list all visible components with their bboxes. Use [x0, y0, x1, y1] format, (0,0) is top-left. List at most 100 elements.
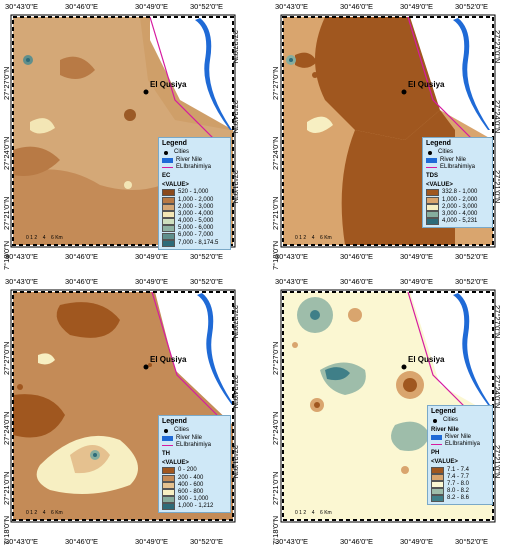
legend-class-label: 200 - 400	[178, 474, 204, 481]
coord-y: 27°27'0"N	[231, 305, 240, 339]
legend-swatch	[162, 488, 175, 496]
legend-class-label: 7.4 - 7.7	[447, 473, 470, 480]
coord-x: 30°46'0"E	[65, 252, 98, 261]
legend-class-th: 400 - 600	[162, 482, 227, 489]
coord-y: 7°18'0"N	[271, 515, 280, 545]
legend: Legend Cities River Nile ELIbrahimiya TD…	[422, 137, 493, 229]
legend-class-label: 2,000 - 3,000	[442, 203, 478, 210]
legend-swatch	[162, 503, 175, 511]
coord-y: 27°21'0"N	[271, 471, 280, 505]
coord-x: 30°52'0"E	[455, 537, 488, 546]
legend-class-label: 7.7 - 8.0	[447, 480, 470, 487]
city-label: El Qusiya	[150, 355, 187, 364]
legend-class-label: 520 - 1,000	[178, 189, 209, 196]
coord-x: 30°49'0"E	[135, 2, 168, 11]
coord-x: 30°43'0"E	[275, 537, 308, 546]
legend-class-ph: 8.2 - 8.6	[431, 495, 489, 503]
legend-swatch	[426, 210, 439, 218]
legend-swatch	[162, 189, 175, 197]
coord-y: 27°27'0"N	[271, 341, 280, 375]
coord-y: 27°27'0"N	[493, 305, 502, 339]
coord-y: 27°21'0"N	[493, 445, 502, 479]
legend-swatch	[162, 474, 175, 482]
legend-swatch	[431, 495, 444, 503]
coord-x: 30°43'0"E	[5, 252, 38, 261]
legend-swatch	[426, 196, 439, 204]
coord-x: 30°49'0"E	[400, 252, 433, 261]
coord-x: 30°43'0"E	[5, 2, 38, 11]
legend-title: Legend	[162, 140, 187, 147]
city-dot-ec	[143, 89, 149, 95]
map-panel-ph: El Qusiya 30°43'0"E 30°46'0"E 30°49'0"E …	[255, 275, 510, 550]
coord-y: 27°21'0"N	[493, 170, 502, 204]
legend-class-tds: 332.8 - 1,000	[426, 189, 489, 197]
coord-x: 30°52'0"E	[455, 2, 488, 11]
coord-x: 30°52'0"E	[190, 2, 223, 11]
coord-x: 30°49'0"E	[135, 537, 168, 546]
legend-title: Legend	[431, 408, 456, 415]
legend-class-ec: 5,000 - 6,000	[162, 225, 227, 233]
city-label: El Qusiya	[408, 80, 445, 89]
city-label: El Qusiya	[150, 80, 187, 89]
coord-x: 30°49'0"E	[400, 537, 433, 546]
legend-swatch	[162, 210, 175, 218]
ibrahimiya-canal-ph	[407, 291, 474, 416]
legend-class-label: 2,000 - 3,000	[178, 203, 214, 210]
map-panel-tds: El Qusiya 30°43'0"E 30°46'0"E 30°49'0"E …	[255, 0, 510, 275]
legend-class-ec: 4,000 - 5,000	[162, 218, 227, 226]
legend-class-ec: 520 - 1,000	[162, 189, 227, 197]
legend-swatch	[426, 203, 439, 211]
legend-class-ph: 7.4 - 7.7	[431, 474, 489, 481]
legend-class-label: 5,000 - 6,000	[178, 225, 214, 232]
legend-class-tds: 3,000 - 4,000	[426, 211, 489, 218]
coord-y: 27°21'0"N	[231, 170, 240, 204]
legend-class-th: 600 - 800	[162, 489, 227, 496]
coord-x: 30°49'0"E	[135, 277, 168, 286]
legend-swatch	[162, 218, 175, 226]
coord-y: 7°18'0"N	[271, 240, 280, 270]
coord-y: 27°27'0"N	[271, 66, 280, 100]
legend-swatch	[162, 225, 175, 233]
legend-class-label: 7.1 - 7.4	[447, 466, 470, 473]
legend-class-ph: 7.1 - 7.4	[431, 467, 489, 474]
coord-y: 27°21'0"N	[2, 196, 11, 230]
coord-x: 30°43'0"E	[275, 252, 308, 261]
coord-x: 30°43'0"E	[275, 277, 308, 286]
legend-class-th: 0 - 200	[162, 467, 227, 475]
coord-x: 30°52'0"E	[190, 277, 223, 286]
legend-class-label: 600 - 800	[178, 488, 204, 495]
legend-swatch	[162, 496, 175, 504]
city-dot-th	[143, 364, 149, 370]
scale-bar: 0 1 2 4 6 Km	[295, 235, 332, 241]
coord-y: 27°21'0"N	[231, 445, 240, 479]
coord-x: 30°43'0"E	[5, 277, 38, 286]
coord-x: 30°46'0"E	[65, 277, 98, 286]
coord-x: 30°52'0"E	[455, 277, 488, 286]
map-panel-th: El Qusiya 30°43'0"E 30°46'0"E 30°49'0"E …	[0, 275, 255, 550]
legend-class-label: 7,000 - 8,174.5	[178, 239, 219, 246]
coord-x: 30°46'0"E	[340, 537, 373, 546]
city-label: El Qusiya	[408, 355, 445, 364]
coord-y: 27°27'0"N	[493, 30, 502, 64]
legend-class-ec: 7,000 - 8,174.5	[162, 240, 227, 247]
ibrahimiya-canal-th	[151, 291, 218, 416]
legend-class-ec: 2,000 - 3,000	[162, 204, 227, 211]
city-dot-tds	[401, 89, 407, 95]
coord-y: 7°18'0"N	[2, 240, 11, 270]
coord-x: 30°52'0"E	[455, 252, 488, 261]
legend-class-label: 0 - 200	[178, 467, 197, 474]
coord-y: 27°24'0"N	[231, 100, 240, 134]
legend-class-th: 800 - 1,000	[162, 496, 227, 504]
legend-class-label: 4,000 - 5,231	[442, 218, 478, 225]
legend-class-label: 800 - 1,000	[178, 496, 209, 503]
legend-title: Legend	[162, 418, 187, 425]
coord-x: 30°43'0"E	[5, 537, 38, 546]
legend-swatch	[162, 239, 175, 247]
legend-swatch	[162, 232, 175, 240]
legend-class-ph: 7.7 - 8.0	[431, 481, 489, 488]
legend-class-th: 1,000 - 1,212	[162, 503, 227, 511]
scale-bar: 0 1 2 4 6 Km	[26, 235, 63, 241]
legend-class-ec: 1,000 - 2,000	[162, 197, 227, 204]
map-panel-ec: El Qusiya 30°43'0"E 30°46'0"E 30°49'0"E …	[0, 0, 255, 275]
legend-class-ec: 6,000 - 7,000	[162, 232, 227, 240]
